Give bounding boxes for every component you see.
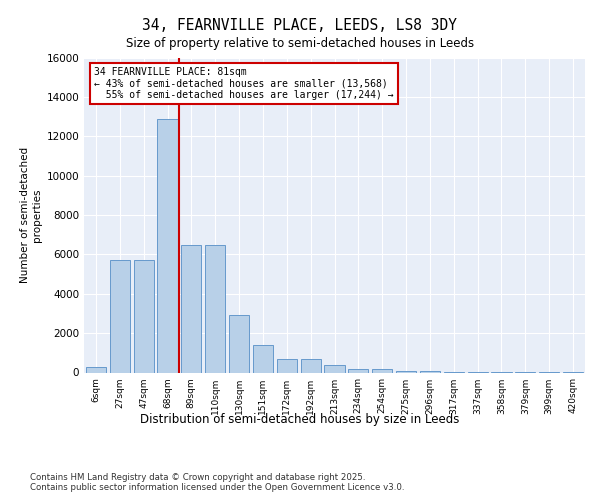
Bar [134,260,154,372]
Bar [420,371,440,372]
Y-axis label: Number of semi-detached
properties: Number of semi-detached properties [20,147,42,283]
Bar [157,118,178,372]
Bar [396,370,416,372]
Text: 34 FEARNVILLE PLACE: 81sqm
← 43% of semi-detached houses are smaller (13,568)
  : 34 FEARNVILLE PLACE: 81sqm ← 43% of semi… [94,67,394,100]
Bar [277,358,297,372]
Bar [205,244,226,372]
Bar [181,244,202,372]
Text: Contains public sector information licensed under the Open Government Licence v3: Contains public sector information licen… [30,484,404,492]
Bar [372,368,392,372]
Bar [301,358,321,372]
Bar [86,366,106,372]
Bar [253,345,273,372]
Bar [348,368,368,372]
Bar [110,260,130,372]
Text: Distribution of semi-detached houses by size in Leeds: Distribution of semi-detached houses by … [140,412,460,426]
Text: Size of property relative to semi-detached houses in Leeds: Size of property relative to semi-detach… [126,38,474,51]
Bar [325,364,344,372]
Text: 34, FEARNVILLE PLACE, LEEDS, LS8 3DY: 34, FEARNVILLE PLACE, LEEDS, LS8 3DY [143,18,458,32]
Bar [229,316,249,372]
Text: Contains HM Land Registry data © Crown copyright and database right 2025.: Contains HM Land Registry data © Crown c… [30,472,365,482]
